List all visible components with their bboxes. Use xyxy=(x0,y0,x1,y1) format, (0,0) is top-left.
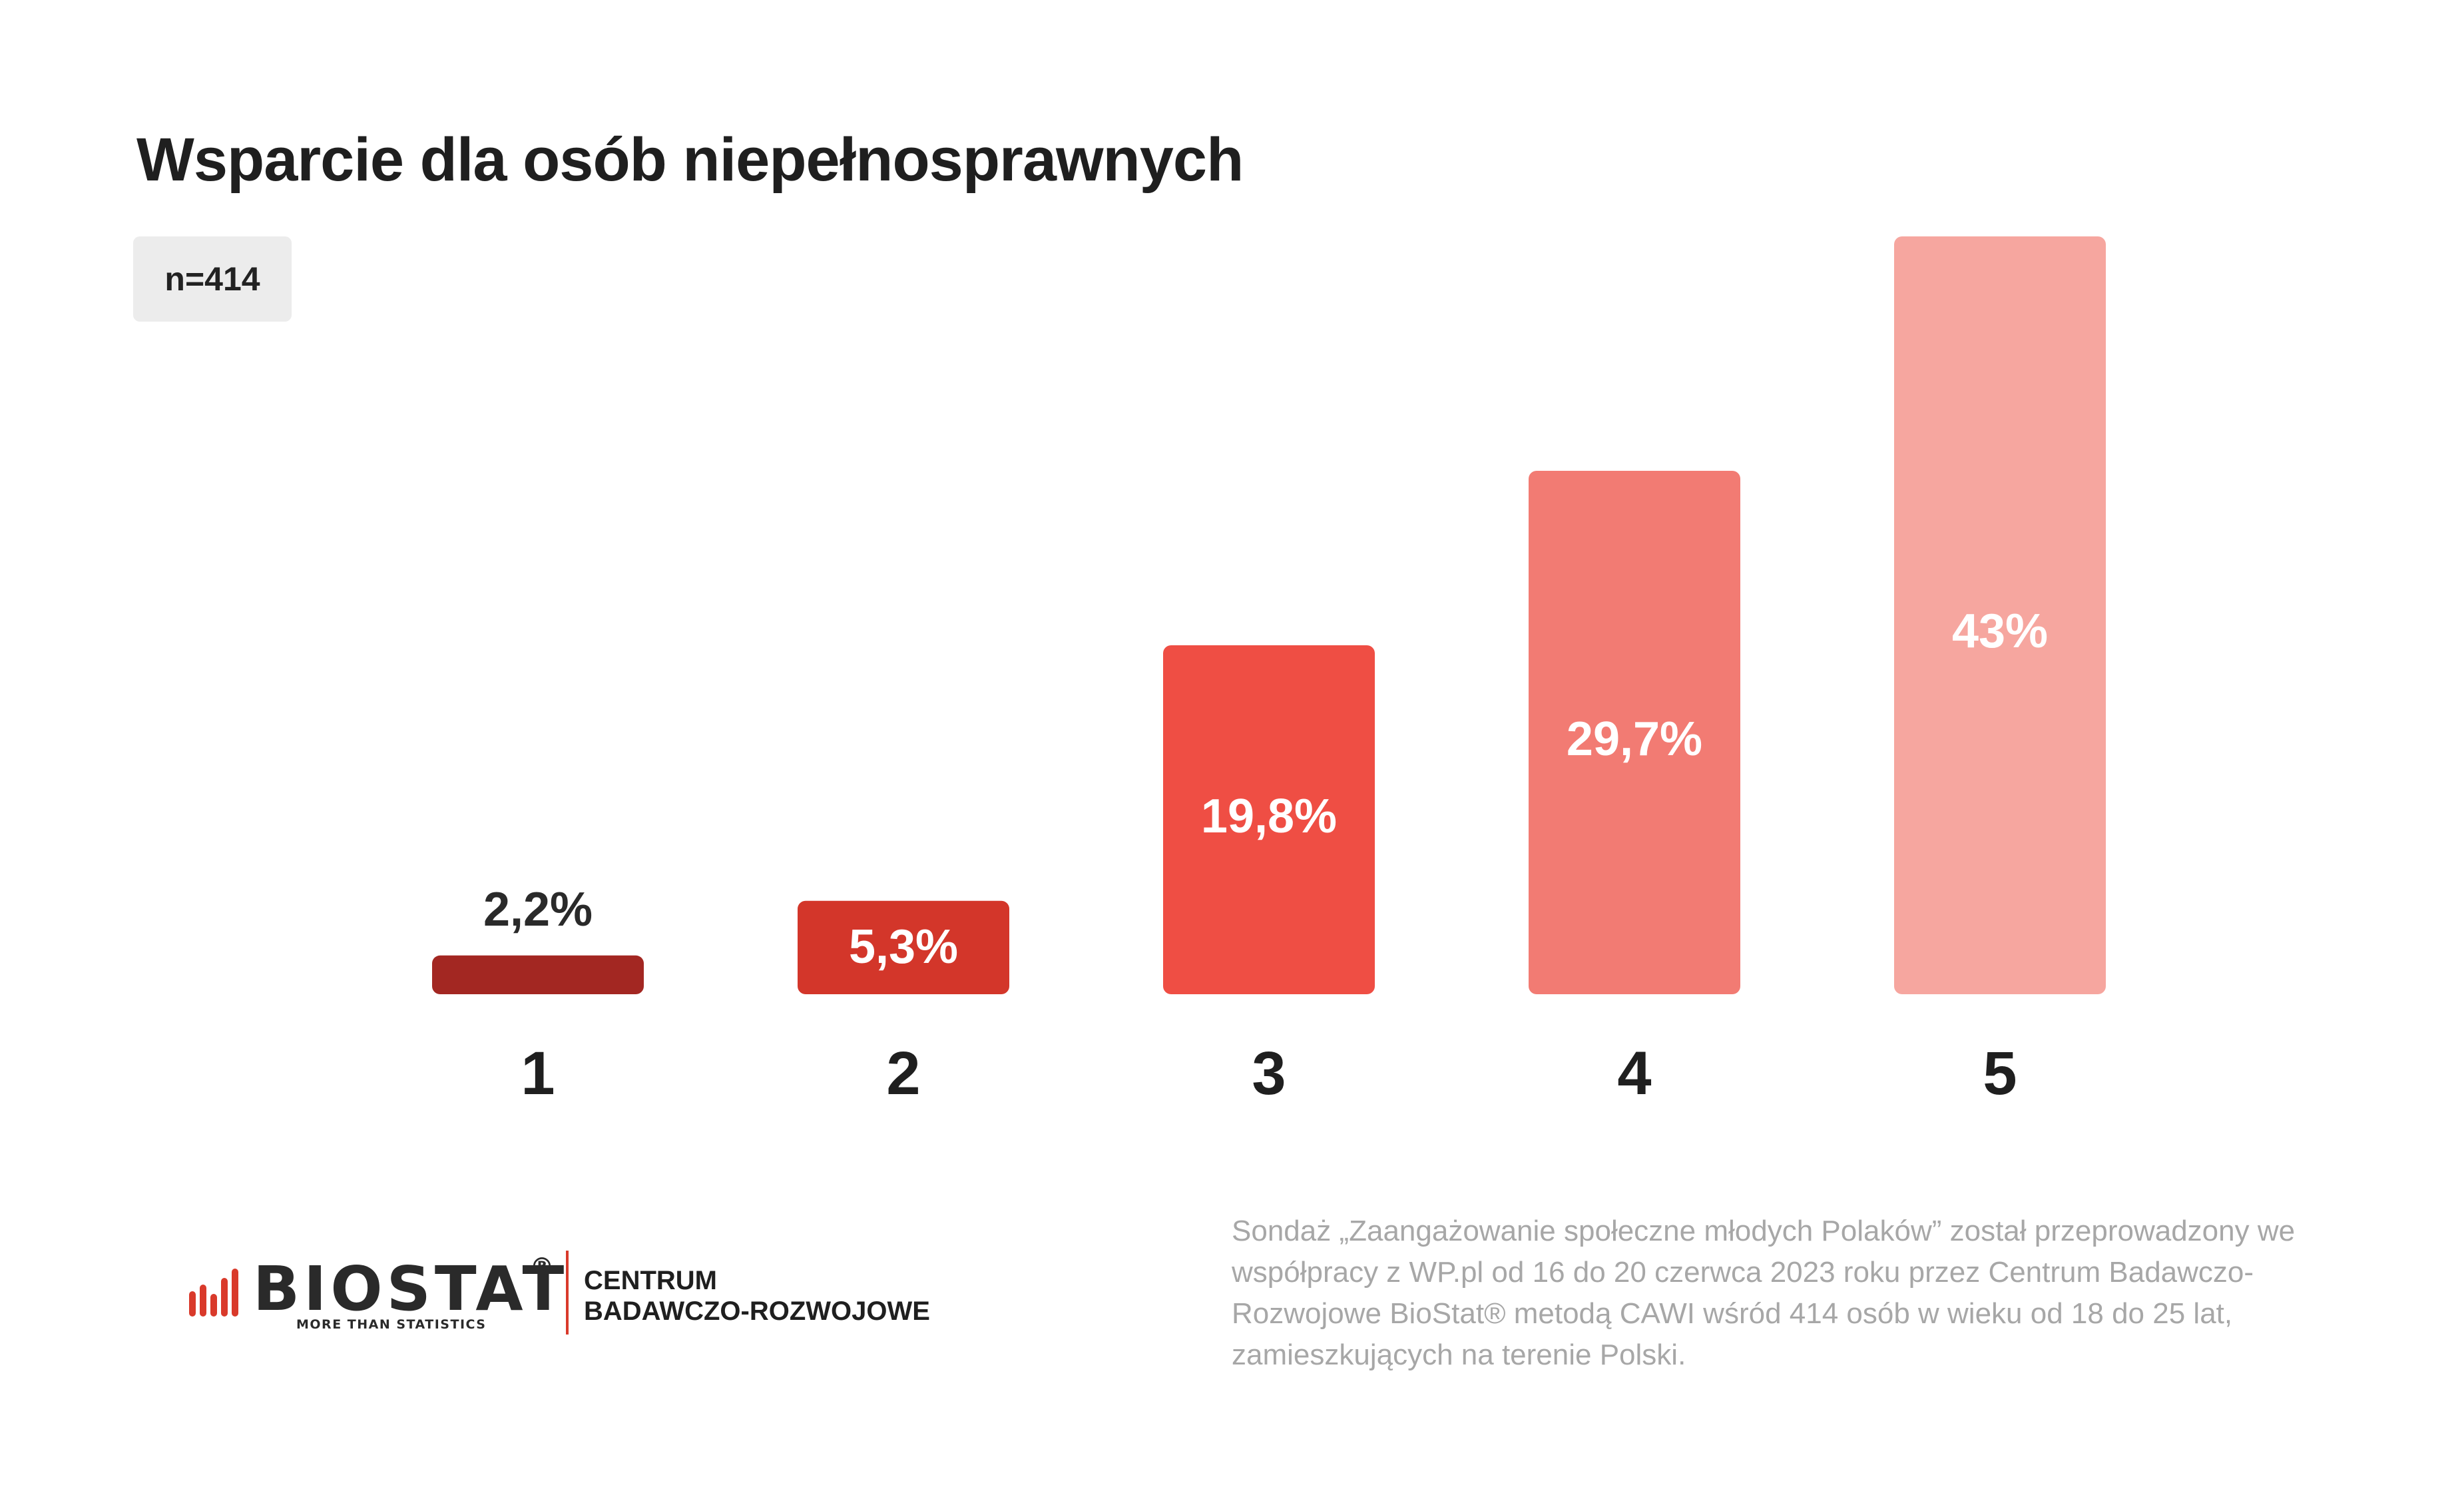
category-label-2: 2 xyxy=(886,1040,920,1107)
value-label-3: 19,8% xyxy=(1201,790,1337,843)
category-label-5: 5 xyxy=(1983,1040,2017,1107)
bars-layer xyxy=(432,236,2106,994)
value-label-2: 5,3% xyxy=(849,920,958,974)
category-label-3: 3 xyxy=(1252,1040,1286,1107)
sample-size-label: n=414 xyxy=(164,260,260,298)
center-name-line2: BADAWCZO-ROZWOJOWE xyxy=(584,1297,930,1326)
center-name-line1: CENTRUM xyxy=(584,1266,717,1295)
biostat-logo-wordmark: BIOSTAT xyxy=(253,1253,569,1325)
value-label-5: 43% xyxy=(1952,605,2048,658)
bar-5 xyxy=(1894,236,2106,994)
value-label-1: 2,2% xyxy=(483,883,593,936)
chart-title: Wsparcie dla osób niepełnosprawnych xyxy=(136,126,1244,194)
biostat-logo-icon xyxy=(189,1269,238,1317)
survey-footnote: Sondaż „Zaangażowanie społeczne młodych … xyxy=(1232,1215,2296,1371)
logo-divider xyxy=(566,1251,569,1335)
category-labels-layer: 1 2 3 4 5 xyxy=(521,1040,2017,1107)
sample-size-badge: n=414 xyxy=(133,236,292,322)
bar-4 xyxy=(1529,470,1740,994)
research-center-name: CENTRUM BADAWCZO-ROZWOJOWE xyxy=(584,1265,930,1327)
value-label-4: 29,7% xyxy=(1567,713,1702,766)
biostat-tagline: MORE THAN STATISTICS xyxy=(296,1317,487,1332)
category-label-4: 4 xyxy=(1617,1040,1651,1107)
bar-3 xyxy=(1163,645,1375,994)
value-labels-layer: 2,2% 5,3% 19,8% 29,7% 43% xyxy=(483,605,2048,974)
category-label-1: 1 xyxy=(521,1040,555,1107)
registered-mark: ® xyxy=(530,1253,554,1281)
bar-2 xyxy=(798,900,1009,994)
bar-1 xyxy=(432,955,644,994)
